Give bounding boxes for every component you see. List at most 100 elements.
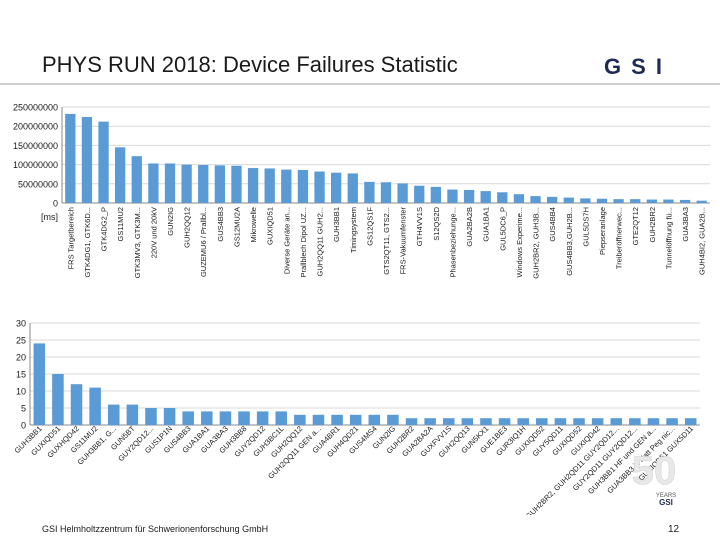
chart1-bar (513, 194, 525, 203)
chart2-y-tick-label: 0 (21, 421, 26, 431)
chart1-category-label: GUH3BB1 (332, 207, 341, 242)
chart1-bar (81, 116, 93, 203)
chart2-bar (387, 414, 399, 425)
chart1-category-label: GUA1BA1 (482, 207, 491, 242)
chart2-bar (52, 374, 64, 425)
gsi-logo: GSI (588, 55, 688, 77)
chart1-bar (214, 165, 225, 203)
badge-years: YEARS (656, 493, 676, 499)
chart1-category-label: Prallblech Dipol UZ... (299, 207, 308, 277)
chart2-bar (591, 418, 604, 425)
chart2-bar (331, 414, 343, 425)
chart1-bar (380, 182, 392, 203)
chart-device-failures-duration: 0 50000000 100000000 150000000 200000000 2500… (13, 103, 710, 279)
chart1-bar (630, 199, 641, 203)
chart1-y-axis-label: [ms] (41, 212, 58, 222)
chart1-bar (530, 196, 541, 203)
chart1-category-label: GTE2QT12 (631, 207, 640, 245)
chart2-y-tick-label: 30 (16, 319, 26, 329)
chart1-y-tick-label: 250000000 (13, 103, 58, 113)
chart1-bar (580, 198, 591, 203)
chart1-category-label: Windows Experime... (515, 207, 524, 277)
chart1-bar (463, 189, 475, 203)
chart1-category-label: GUZEMU6 / Prallbl... (199, 207, 208, 277)
chart2-bar (536, 418, 548, 425)
chart2-bar (70, 384, 83, 425)
chart2-y-tick-label: 5 (21, 404, 26, 414)
chart2-bar (517, 418, 529, 425)
footer-organization: GSI Helmholtzzentrum für Schwerionenfors… (42, 524, 269, 534)
chart2-bar (182, 411, 194, 425)
chart1-category-label: GTK4DG2_P (100, 207, 109, 251)
chart2-y-tick-label: 15 (16, 370, 26, 380)
chart1-category-label: GS12QS1F (365, 207, 374, 246)
chart1-bar (115, 147, 126, 203)
chart2-bar (424, 418, 436, 425)
chart1-category-label: GUXIQD51 (266, 207, 275, 245)
chart1-category-label: Treiberöffnerwec... (615, 207, 624, 269)
chart1-category-label: Piepseranlage (598, 207, 607, 255)
badge-number: 50 (632, 450, 677, 493)
chart2-y-tick-label: 10 (16, 387, 26, 397)
chart2-bar (647, 418, 660, 425)
chart1-bar (679, 199, 691, 203)
chart1-category-label: GUL5DC6_P (498, 207, 507, 251)
chart1-bar (198, 164, 209, 203)
chart1-bar (231, 165, 242, 203)
chart1-bar (480, 191, 491, 203)
chart2-bar (498, 418, 511, 425)
chart1-bar (397, 183, 408, 203)
chart1-y-tick-label: 150000000 (13, 141, 58, 151)
chart1-y-tick-label: 0 (53, 199, 58, 209)
chart1-y-tick-label: 50000000 (18, 179, 58, 189)
chart2-bar (480, 418, 492, 425)
chart2-bar (368, 414, 381, 425)
chart1-bar (447, 189, 458, 203)
chart1-category-label: Timingsystem (349, 207, 358, 253)
chart1-category-label: GUS4BB3 (216, 207, 225, 242)
chart2-bar (554, 418, 567, 425)
chart2-bar (89, 387, 101, 425)
chart1-y-tick-label: 100000000 (13, 160, 58, 170)
chart1-category-label: GTH4VV1S (415, 207, 424, 246)
chart2-bar (442, 418, 455, 425)
chart1-category-label: S12QS2D (432, 206, 441, 240)
chart2-bar (145, 408, 157, 425)
chart-device-failures-count: 051015202530GUH3BB1GUXIQD51GUXHQD42GS11M… (13, 319, 700, 515)
chart1-category-label: GS11MU2 (116, 207, 125, 241)
chart2-bar (256, 411, 269, 425)
chart1-bar (98, 121, 109, 203)
chart1-category-label: GUS4BB3,GUH2B... (565, 207, 574, 276)
chart1-category-label: GUH2QQ11 GUH2... (316, 207, 325, 276)
page-title: PHYS RUN 2018: Device Failures Statistic (42, 52, 458, 77)
chart1-bar (547, 196, 558, 203)
chart1-category-label: FRS-Vakuumfenster (399, 207, 408, 275)
chart1-category-label: GS12MU2A (232, 207, 241, 247)
chart1-category-label: GUN2IG (166, 207, 175, 236)
chart1-category-label: GUH2BR2 (648, 207, 657, 242)
chart1-y-tick-label: 200000000 (13, 122, 58, 132)
chart2-bar (126, 404, 139, 425)
chart1-category-label: GTK3MV3, GTK3M... (133, 207, 142, 278)
chart2-bar (405, 418, 418, 425)
chart1-category-label: GUA2BA2B (465, 207, 474, 247)
chart1-bar (297, 169, 309, 203)
chart1-bar (181, 164, 192, 203)
chart1-bar (314, 171, 325, 203)
chart2-bar (201, 411, 213, 425)
chart1-bar (646, 199, 657, 203)
chart1-bar (281, 169, 292, 203)
chart2-bar (294, 414, 306, 425)
chart2-bar (629, 418, 641, 425)
chart1-bar (347, 173, 358, 203)
chart2-bar (219, 411, 232, 425)
chart1-category-label: 220V und 20kV (149, 207, 158, 258)
chart2-bar (33, 343, 46, 425)
chart2-bar (238, 411, 250, 425)
chart2-bar (163, 408, 176, 425)
chart1-category-label: Phasenbeziehunge... (448, 207, 457, 277)
chart1-category-label: GUH4BI2, GUA2B... (698, 207, 707, 275)
chart1-category-label: FRS Targetbereich (66, 207, 75, 269)
top-bar (0, 0, 720, 6)
chart1-category-label: GTS2QT11, GTS2... (382, 207, 391, 275)
